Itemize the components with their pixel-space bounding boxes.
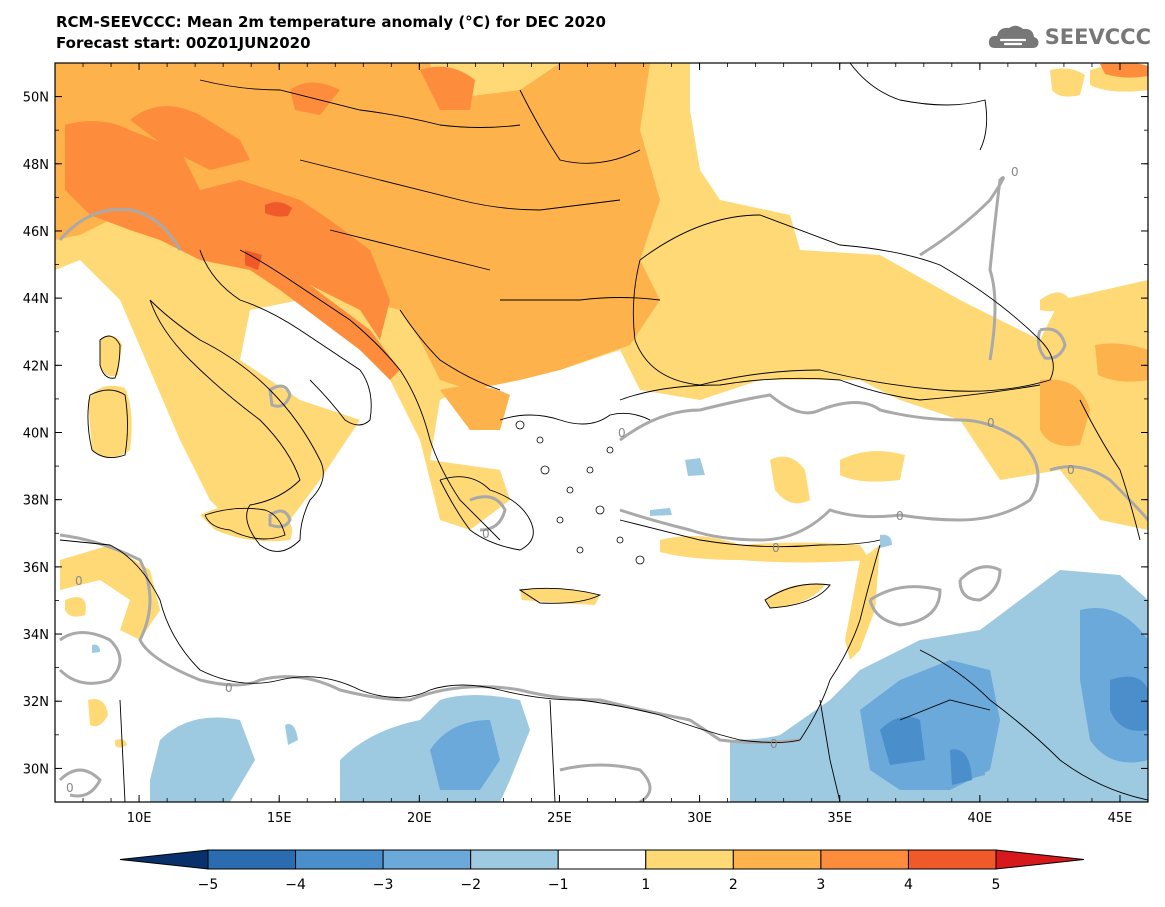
anomaly-area-1-2-sardinia	[88, 336, 132, 458]
lon-tick-label: 30E	[687, 811, 712, 826]
anomaly-area-3-4-north	[130, 63, 1148, 170]
contour-label: 0	[772, 541, 780, 555]
colorbar-segment	[645, 849, 734, 870]
lat-tick-label: 44N	[23, 292, 49, 307]
colorbar-lower-arrow	[119, 849, 209, 870]
anomaly-area-4-5	[245, 202, 292, 270]
colorbar-label: 2	[729, 877, 738, 893]
colorbar-segment	[820, 849, 909, 870]
contour-label: 0	[482, 527, 490, 541]
colorbar-label: 5	[992, 877, 1001, 893]
contour-labels: 0 0 0 0 0 0 0 0 0 0 0	[66, 165, 1075, 795]
aegean-islands	[515, 420, 645, 565]
latitude-axis: 50N 48N 46N 44N 42N 40N 38N 36N 34N 32N 30N	[23, 91, 1148, 777]
zero-contours	[58, 176, 1148, 802]
anomaly-area-2-3-pannonia	[400, 210, 500, 330]
lat-tick-label: 30N	[23, 762, 49, 777]
colorbar-label: −4	[285, 877, 306, 893]
lat-tick-label: 40N	[23, 427, 49, 442]
colorbar-label: −3	[373, 877, 394, 893]
cloud-logo-icon	[988, 25, 1039, 48]
anomaly-area-neg1-2-west	[92, 458, 892, 802]
anomaly-area-2-3-balkans	[440, 296, 1148, 446]
contour-label: 0	[1067, 463, 1075, 477]
contour-label: 0	[66, 781, 74, 795]
title-line-1: RCM-SEEVCCC: Mean 2m temperature anomaly…	[56, 13, 606, 31]
anomaly-fields	[55, 63, 1148, 802]
lat-tick-label: 36N	[23, 561, 49, 576]
colorbar-label: 1	[641, 877, 650, 893]
lat-tick-label: 46N	[23, 225, 49, 240]
colorbar-label: 3	[816, 877, 825, 893]
lat-tick-label: 48N	[23, 158, 49, 173]
colorbar-segment	[732, 849, 822, 870]
lat-tick-label: 50N	[23, 91, 49, 106]
contour-label: 0	[1011, 165, 1019, 179]
colorbar-segment	[207, 849, 297, 870]
contour-label: 0	[987, 416, 995, 430]
seevccc-logo: SEEVCCC	[987, 22, 1151, 52]
contour-label: 0	[770, 737, 778, 751]
lat-tick-label: 32N	[23, 695, 49, 710]
colorbar-label: 4	[904, 877, 913, 893]
lon-tick-label: 35E	[827, 811, 852, 826]
anomaly-area-3-4	[65, 121, 390, 340]
anomaly-area-3-4-dalmatia	[250, 250, 400, 380]
longitude-axis: 10E 15E 20E 25E 30E 35E 40E 45E	[82, 63, 1149, 826]
anomaly-area-neg2-3	[430, 608, 1148, 790]
lon-tick-label: 20E	[407, 811, 432, 826]
colorbar-upper-arrow	[995, 849, 1085, 870]
contour-label: 0	[618, 426, 626, 440]
title-line-2: Forecast start: 00Z01JUN2020	[56, 34, 311, 52]
colorbar-segment	[470, 849, 559, 870]
colorbar-segment	[382, 849, 472, 870]
lat-tick-label: 34N	[23, 628, 49, 643]
lon-tick-label: 10E	[127, 811, 152, 826]
lon-tick-label: 45E	[1108, 811, 1133, 826]
colorbar-segment	[557, 849, 647, 870]
colorbar-label: −5	[198, 877, 219, 893]
logo-text: SEEVCCC	[1044, 25, 1151, 49]
contour-label: 0	[75, 574, 83, 588]
contour-label: 0	[225, 681, 233, 695]
colorbar-segment	[907, 849, 997, 870]
colorbar-label: −1	[548, 877, 569, 893]
contour-label: 0	[896, 509, 904, 523]
lat-tick-label: 42N	[23, 359, 49, 374]
lon-tick-label: 15E	[267, 811, 292, 826]
colorbar-label: −2	[460, 877, 481, 893]
coastlines-borders	[59, 63, 1148, 802]
anomaly-area-1-2-turkey-south	[60, 64, 1148, 748]
lat-tick-label: 38N	[23, 494, 49, 509]
lon-tick-label: 40E	[967, 811, 992, 826]
map-title: RCM-SEEVCCC: Mean 2m temperature anomaly…	[56, 12, 606, 54]
colorbar-segment	[295, 849, 384, 870]
colorbar: −5 −4 −3 −2 −1 1 2 3 4 5	[119, 849, 1085, 893]
lon-tick-label: 25E	[547, 811, 572, 826]
anomaly-area-neg3-4	[880, 676, 1148, 785]
